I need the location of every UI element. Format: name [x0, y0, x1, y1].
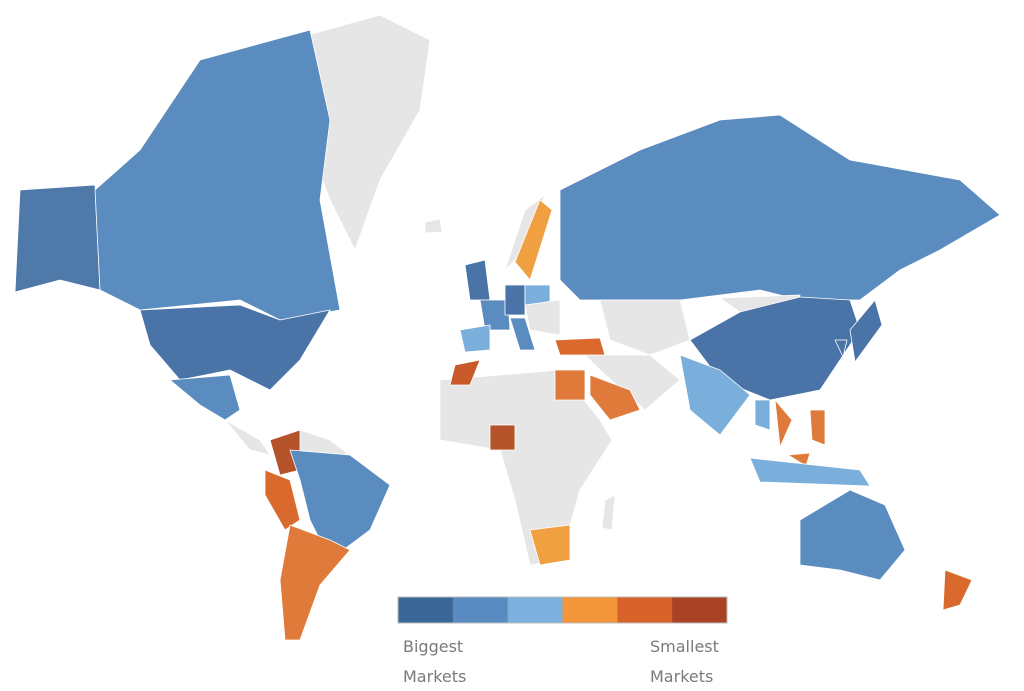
malaysia: [787, 452, 811, 467]
legend-swatch: [507, 597, 563, 623]
saudi-arabia: [589, 374, 641, 421]
argentina-chile: [279, 524, 351, 641]
countries: [14, 14, 1001, 641]
japan: [849, 299, 883, 363]
sweden: [514, 199, 553, 281]
central-asia: [599, 299, 691, 356]
india: [679, 354, 751, 436]
eastern-europe: [524, 299, 561, 336]
legend-swatch: [617, 597, 673, 623]
uk: [464, 259, 491, 301]
legend-swatch: [398, 597, 454, 623]
middle-east: [584, 354, 681, 411]
mexico: [169, 374, 241, 421]
legend-swatch: [672, 597, 728, 623]
legend: [397, 596, 728, 624]
france: [479, 299, 511, 331]
legend-low-label: Biggest Markets: [403, 637, 467, 686]
egypt: [554, 369, 586, 401]
legend-frame: [397, 596, 728, 624]
brazil: [289, 449, 391, 561]
canada: [94, 29, 341, 321]
italy: [509, 317, 536, 351]
central-america: [224, 419, 271, 456]
turkey: [554, 337, 606, 356]
madagascar: [601, 494, 616, 531]
morocco: [449, 359, 481, 386]
indonesia: [749, 457, 871, 487]
spain: [459, 324, 491, 353]
vietnam: [774, 399, 793, 448]
usa: [139, 304, 331, 391]
iceland: [424, 218, 443, 234]
nigeria: [489, 424, 516, 451]
legend-swatch: [562, 597, 618, 623]
new-zealand: [942, 569, 973, 611]
legend-high-label: Smallest Markets: [650, 637, 719, 686]
korea: [834, 339, 848, 358]
africa: [439, 369, 613, 566]
russia: [559, 114, 1001, 301]
australia: [799, 489, 906, 581]
alaska: [14, 184, 101, 293]
germany: [504, 284, 526, 316]
thailand: [754, 399, 771, 431]
south-africa: [529, 524, 571, 566]
legend-swatch: [452, 597, 509, 623]
philippines: [809, 409, 826, 446]
peru: [264, 469, 301, 531]
